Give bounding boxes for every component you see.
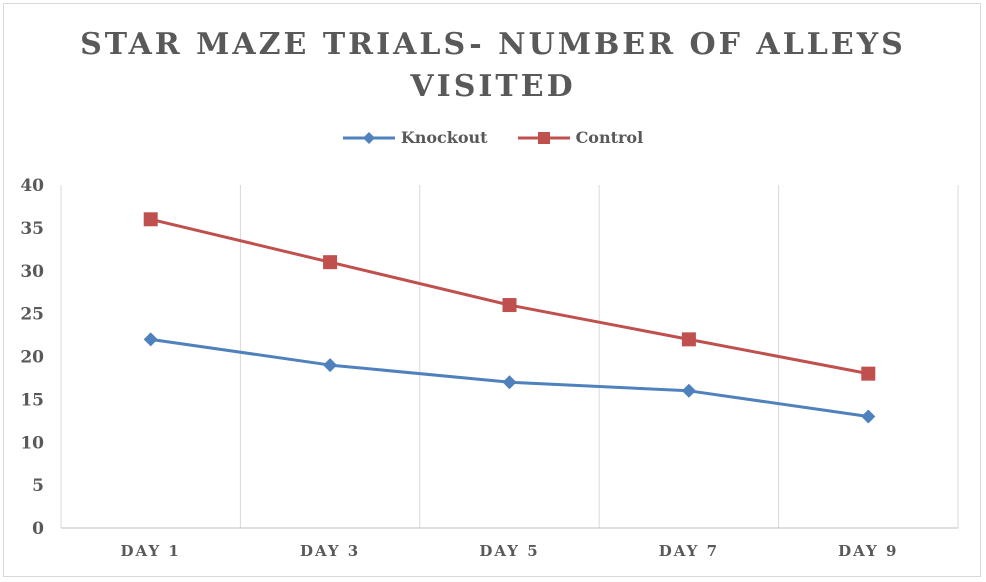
series-line-control xyxy=(149,217,870,376)
y-tick-label: 0 xyxy=(32,519,44,539)
x-tick-label: DAY 5 xyxy=(479,542,539,560)
data-point-control xyxy=(681,332,696,347)
legend-item-control: Control xyxy=(517,128,644,147)
data-point-knockout xyxy=(323,358,338,373)
data-point-knockout xyxy=(143,332,158,347)
control-legend-marker xyxy=(517,131,570,144)
data-point-knockout xyxy=(861,409,876,424)
x-tick-label: DAY 3 xyxy=(300,542,360,560)
x-tick-label: DAY 1 xyxy=(121,542,181,560)
data-point-knockout xyxy=(502,375,517,390)
chart-frame xyxy=(3,3,981,577)
data-point-control xyxy=(323,255,338,270)
x-tick-label: DAY 9 xyxy=(838,542,898,560)
y-tick-label: 5 xyxy=(32,476,44,496)
y-tick-label: 20 xyxy=(20,348,44,368)
y-tick-label: 35 xyxy=(20,219,44,239)
y-tick-label: 30 xyxy=(20,262,44,282)
legend: Knockout Control xyxy=(0,128,986,147)
data-point-control xyxy=(861,366,876,381)
data-point-knockout xyxy=(681,383,696,398)
legend-label-control: Control xyxy=(575,128,644,147)
y-tick-label: 10 xyxy=(20,433,44,453)
chart-title: STAR MAZE TRIALS- NUMBER OF ALLEYS VISIT… xyxy=(80,27,906,104)
data-point-control xyxy=(143,212,158,227)
data-point-control xyxy=(502,298,517,313)
y-tick-label: 40 xyxy=(20,176,44,196)
y-tick-label: 15 xyxy=(20,390,44,410)
knockout-legend-marker xyxy=(342,131,395,144)
x-tick-label: DAY 7 xyxy=(659,542,719,560)
y-tick-label: 25 xyxy=(20,305,44,325)
legend-item-knockout: Knockout xyxy=(342,128,488,147)
legend-label-knockout: Knockout xyxy=(400,128,488,147)
